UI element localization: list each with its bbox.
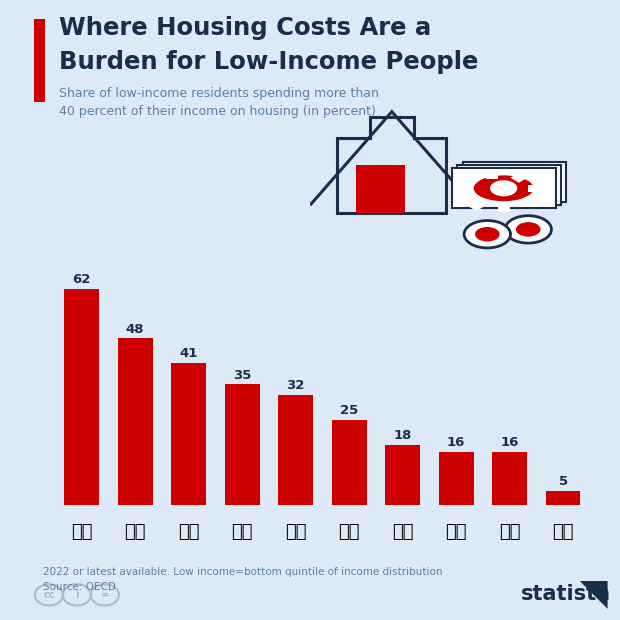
Circle shape — [516, 222, 541, 237]
Text: 16: 16 — [500, 436, 519, 449]
Bar — [498, 205, 510, 212]
Text: 🇯🇵: 🇯🇵 — [285, 523, 306, 541]
Text: 62: 62 — [73, 273, 91, 286]
Text: 18: 18 — [394, 429, 412, 442]
Circle shape — [490, 180, 517, 197]
Text: 🇨🇦: 🇨🇦 — [231, 523, 253, 541]
Text: 25: 25 — [340, 404, 358, 417]
Text: Burden for Low-Income People: Burden for Low-Income People — [59, 50, 478, 74]
Circle shape — [475, 227, 500, 242]
Bar — [492, 452, 527, 508]
FancyBboxPatch shape — [458, 165, 561, 205]
Text: 🇫🇷: 🇫🇷 — [392, 523, 414, 541]
Text: 🇨🇿: 🇨🇿 — [552, 523, 574, 541]
FancyBboxPatch shape — [452, 168, 556, 208]
Bar — [278, 395, 313, 508]
Text: Source: OECD: Source: OECD — [43, 582, 117, 591]
Text: Share of low-income residents spending more than
40 percent of their income on h: Share of low-income residents spending m… — [59, 87, 379, 118]
Text: =: = — [100, 590, 109, 600]
Circle shape — [464, 221, 510, 248]
Bar — [468, 201, 485, 211]
Bar — [510, 173, 528, 183]
Text: 🇲🇽: 🇲🇽 — [445, 523, 467, 541]
Text: 🇨🇱: 🇨🇱 — [71, 523, 92, 541]
Text: statista: statista — [521, 585, 611, 604]
Text: cc: cc — [43, 590, 55, 600]
Text: 🇦🇺: 🇦🇺 — [339, 523, 360, 541]
Ellipse shape — [474, 175, 534, 202]
Text: 48: 48 — [126, 322, 144, 335]
Text: 32: 32 — [286, 379, 305, 392]
Bar — [356, 165, 405, 213]
Text: 35: 35 — [233, 368, 251, 381]
Bar — [225, 384, 260, 508]
Text: 🇺🇸: 🇺🇸 — [125, 523, 146, 541]
Bar — [171, 363, 206, 508]
Bar — [456, 192, 467, 199]
Text: 16: 16 — [447, 436, 466, 449]
Text: 5: 5 — [559, 475, 568, 488]
Bar — [546, 490, 580, 508]
Bar — [519, 196, 536, 206]
Bar — [332, 420, 366, 508]
Text: 🇩🇪: 🇩🇪 — [499, 523, 520, 541]
Bar — [385, 445, 420, 508]
Bar — [64, 289, 99, 508]
FancyBboxPatch shape — [463, 162, 567, 202]
Bar — [528, 185, 539, 192]
Bar — [459, 178, 476, 188]
Bar — [118, 339, 153, 508]
Text: i: i — [75, 590, 79, 600]
Circle shape — [505, 216, 551, 243]
Text: 2022 or latest available. Low income=bottom quintile of income distribution: 2022 or latest available. Low income=bot… — [43, 567, 443, 577]
Text: Where Housing Costs Are a: Where Housing Costs Are a — [59, 16, 431, 40]
Bar — [485, 172, 498, 179]
Text: 41: 41 — [179, 347, 198, 360]
Text: 🇪🇸: 🇪🇸 — [178, 523, 200, 541]
Polygon shape — [580, 581, 608, 609]
Polygon shape — [337, 117, 446, 213]
Bar — [439, 452, 474, 508]
